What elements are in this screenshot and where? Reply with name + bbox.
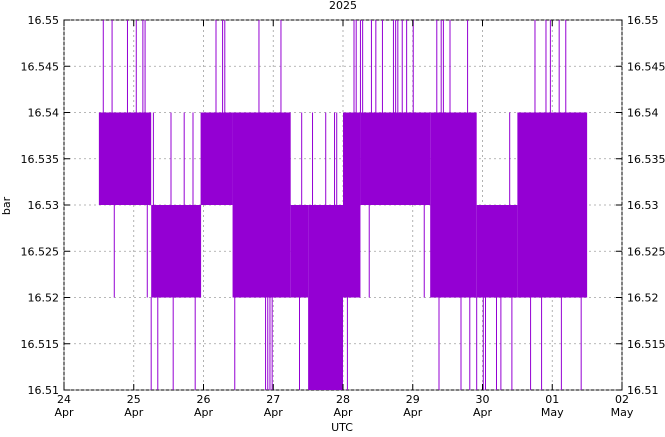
y-tick-label: 16.515 [21,338,60,351]
y-tick-label: 16.55 [627,14,659,27]
y-tick-label: 16.53 [627,199,659,212]
y-axis-left: 16.51 16.515 16.52 16.525 16.53 16.535 16.54 16… [21,14,70,397]
data-band [308,205,343,390]
data-band [200,112,233,205]
x-tick-label: Apr [194,406,214,419]
data-band [360,112,431,205]
data-band [476,205,518,298]
y-tick-label: 16.525 [21,245,60,258]
data-band [290,205,309,298]
y-tick-label: 16.52 [28,292,60,305]
x-tick-label: Apr [264,406,284,419]
y-tick-label: 16.52 [627,292,659,305]
x-tick-label: Apr [403,406,423,419]
x-axis-label: UTC [331,421,353,432]
chart-title: 2025 [329,0,357,12]
y-tick-label: 16.515 [627,338,665,351]
y-tick-label: 16.545 [21,60,60,73]
y-tick-label: 16.51 [627,384,659,397]
y-tick-label: 16.545 [627,60,665,73]
data-band [151,205,201,298]
x-tick-label: 02 [615,393,629,406]
y-tick-label: 16.54 [28,107,60,120]
y-axis-label: bar [0,196,13,215]
y-tick-label: 16.525 [627,245,665,258]
data-series [98,20,588,390]
x-tick-label: 26 [197,393,211,406]
x-tick-label: Apr [54,406,74,419]
x-tick-label: 28 [336,393,350,406]
x-tick-label: Apr [473,406,493,419]
data-band [98,112,152,205]
data-band [430,112,477,298]
x-tick-label: 29 [406,393,420,406]
data-band [232,112,291,298]
data-band [517,112,588,298]
y-tick-label: 16.53 [28,199,60,212]
y-tick-label: 16.55 [28,14,60,27]
y-tick-label: 16.535 [627,153,665,166]
y-tick-label: 16.535 [21,153,60,166]
x-tick-label: May [611,406,634,419]
y-axis-right: 16.51 16.515 16.52 16.525 16.53 16.535 16.54 16… [616,14,665,397]
y-tick-label: 16.51 [28,384,60,397]
y-tick-label: 16.54 [627,107,659,120]
x-tick-label: 01 [545,393,559,406]
data-band [343,112,361,298]
x-tick-label: 25 [127,393,141,406]
x-tick-label: Apr [124,406,144,419]
x-tick-label: May [541,406,564,419]
x-tick-label: 27 [266,393,280,406]
x-tick-label: 24 [57,393,71,406]
x-tick-label: 30 [476,393,490,406]
x-axis: 24Apr25Apr26Apr27Apr28Apr29Apr30Apr01May… [54,20,634,419]
x-tick-label: Apr [333,406,353,419]
